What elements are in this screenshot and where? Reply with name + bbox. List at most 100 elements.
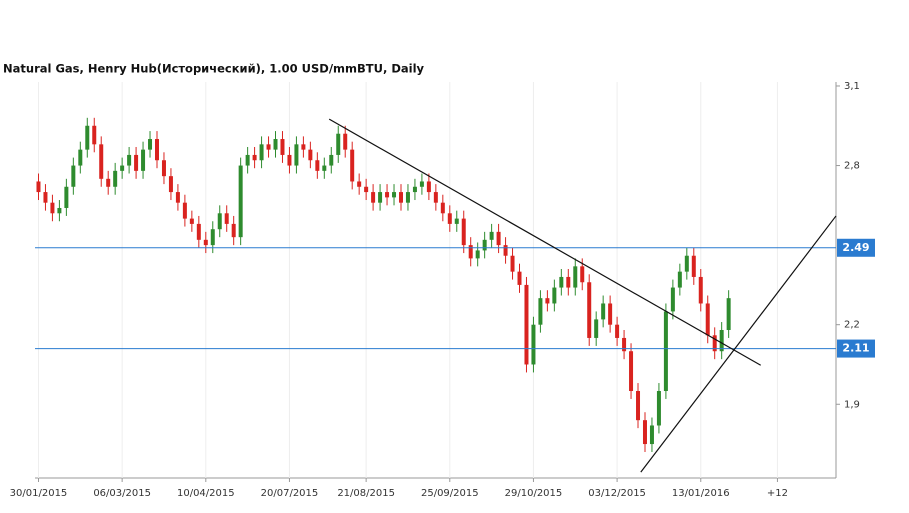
candle-body (503, 245, 508, 256)
candle-body (454, 218, 459, 224)
candle-body (294, 144, 299, 166)
x-tick-label: 25/09/2015 (421, 488, 479, 499)
candle-body (524, 284, 529, 365)
candle-body (566, 276, 571, 288)
y-tick-label: 2,8 (844, 161, 860, 172)
candle-body (601, 303, 606, 320)
candle-body (670, 287, 675, 312)
candle-body (252, 154, 257, 161)
candle-body (726, 298, 731, 330)
y-tick-label: 2,2 (844, 320, 860, 331)
level-label-box (837, 238, 875, 257)
candle-body (419, 181, 424, 187)
candle-body (636, 391, 641, 421)
candle-body (629, 351, 634, 392)
candle-body (175, 192, 180, 203)
level-label-box (837, 339, 875, 358)
candle-body (280, 139, 285, 155)
candle-body (182, 202, 187, 219)
candle-body (705, 303, 710, 336)
x-tick-label: 21/08/2015 (337, 488, 395, 499)
candle-body (398, 192, 403, 203)
candle-body (573, 266, 578, 288)
candle-body (698, 276, 703, 304)
candle-body (99, 144, 104, 179)
candle-body (36, 181, 41, 193)
candle-body (440, 202, 445, 214)
candle-body (224, 213, 229, 224)
x-tick-label: 20/07/2015 (261, 488, 319, 499)
candle-body (64, 186, 69, 208)
candle-body (210, 229, 215, 246)
candle-body (559, 276, 564, 288)
candle-body (217, 213, 222, 230)
candle-body (343, 133, 348, 150)
x-tick-label: 03/12/2015 (588, 488, 646, 499)
candle-body (154, 139, 159, 161)
candle-body (329, 154, 334, 166)
candle-body (489, 231, 494, 240)
candle-body (677, 271, 682, 288)
candle-body (587, 282, 592, 338)
candle-body (148, 139, 153, 150)
candle-body (287, 154, 292, 166)
level-label: 2.49 (842, 241, 869, 254)
candle-body (315, 160, 320, 171)
x-tick-label: 29/10/2015 (505, 488, 563, 499)
trend-line (640, 215, 837, 473)
candle-body (482, 239, 487, 251)
candle-body (622, 337, 627, 352)
candle-body (712, 335, 717, 352)
candle-body (545, 298, 550, 304)
candle-body (106, 178, 111, 187)
candle-body (496, 231, 501, 246)
x-tick-label: 13/01/2016 (672, 488, 730, 499)
candle-body (510, 255, 515, 272)
candle-body (663, 311, 668, 392)
y-tick-label: 1,9 (844, 399, 860, 410)
candle-body (552, 287, 557, 304)
candle-body (203, 239, 208, 246)
candle-body (189, 218, 194, 224)
candle-body (231, 223, 236, 238)
candle-body (50, 202, 55, 214)
candle-body (371, 192, 376, 203)
candle-body (161, 160, 166, 177)
candle-body (78, 149, 83, 166)
candle-body (85, 125, 90, 150)
candle-body (273, 139, 278, 150)
candle-body (649, 425, 654, 445)
candle-body (719, 329, 724, 352)
candle-body (538, 298, 543, 325)
candle-body (259, 144, 264, 161)
candle-body (266, 144, 271, 150)
candle-body (378, 192, 383, 203)
candle-body (245, 154, 250, 166)
candle-body (461, 218, 466, 246)
candle-body (468, 245, 473, 259)
candle-body (447, 213, 452, 224)
level-label: 2.11 (842, 342, 869, 355)
candle-body (120, 165, 125, 171)
candle-body (57, 207, 62, 214)
candle-body (412, 186, 417, 193)
x-tick-label: 10/04/2015 (177, 488, 235, 499)
trend-line (328, 118, 762, 366)
candle-body (134, 154, 139, 171)
candle-body (336, 133, 341, 155)
candle-body (405, 192, 410, 203)
candle-body (594, 319, 599, 338)
x-tick-label: 30/01/2015 (10, 488, 68, 499)
x-tick-label: +12 (767, 488, 788, 499)
candle-body (92, 125, 97, 145)
candle-body (385, 192, 390, 198)
candle-body (615, 324, 620, 338)
candle-body (531, 324, 536, 365)
candle-body (580, 266, 585, 283)
candle-body (43, 192, 48, 203)
x-tick-label: 06/03/2015 (93, 488, 151, 499)
candle-body (517, 271, 522, 285)
candle-body (168, 176, 173, 193)
candle-body (684, 255, 689, 272)
